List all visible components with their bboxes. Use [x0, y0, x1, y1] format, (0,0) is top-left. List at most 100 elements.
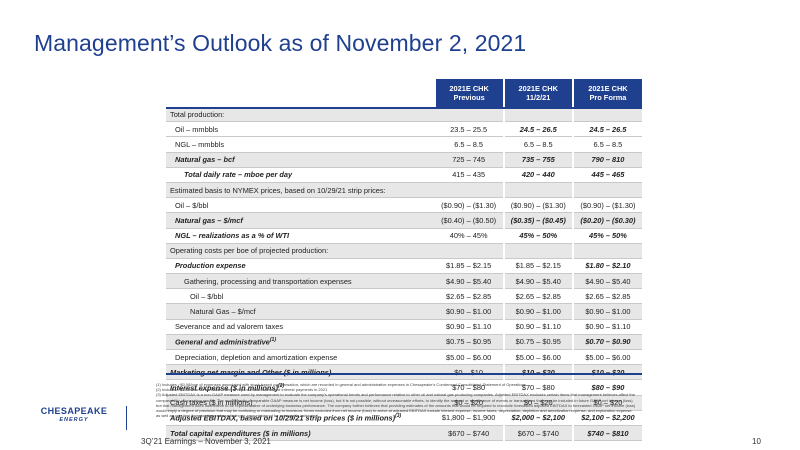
row-label: Total daily rate – mboe per day — [166, 167, 435, 183]
value-cell: ($0.90) – ($1.30) — [502, 197, 573, 214]
value-cell: 6.5 – 8.5 — [502, 136, 573, 153]
row-label: NGL – realizations as a % of WTI — [166, 228, 435, 244]
value-cell: ($0.20) – ($0.30) — [571, 212, 642, 229]
footer-text: 3Q’21 Earnings – November 3, 2021 — [141, 437, 271, 446]
value-cell: $0.90 – $1.00 — [434, 303, 504, 320]
value-cell: 23.5 – 25.5 — [434, 121, 504, 138]
table-row: Oil – $/bbl ($0.90) – ($1.30) ($0.90) – ($… — [166, 197, 642, 214]
row-label-text: NGL – mmbbls — [175, 139, 225, 149]
column-header: 2021E CHK Pro Forma — [571, 79, 642, 107]
value-cell: ($0.90) – ($1.30) — [434, 197, 504, 214]
table-row: Oil – $/bbl $2.65 – $2.85 $2.65 – $2.85 $2.… — [166, 288, 642, 305]
table-row: Cash taxes ($ in millions) $0 – $20 $0 – $… — [166, 395, 642, 411]
top-bar — [0, 0, 800, 4]
value-cell: 24.5 – 26.5 — [502, 121, 573, 138]
row-label-text: General and administrative — [175, 337, 270, 347]
table-row: Marketing net margin and Other ($ in mil… — [166, 364, 642, 381]
value-cell: $2,100 – $2,200 — [571, 410, 642, 426]
value-cell — [571, 107, 642, 123]
table-body: Total production: Oil – mmbbls 23.5 – 25.5… — [166, 107, 642, 442]
row-label-text: Severance and ad valorem taxes — [175, 322, 284, 332]
value-cell: $2,000 – $2,100 — [502, 410, 573, 426]
row-label: Estimated basis to NYMEX prices, based o… — [166, 182, 435, 199]
row-label-text: Natural gas – bcf — [175, 155, 235, 165]
row-label-text: Natural gas – $/mcf — [175, 215, 243, 225]
row-label-text: Operating costs per boe of projected pro… — [170, 246, 329, 256]
value-cell: $2.65 – $2.85 — [571, 288, 642, 305]
table-row: Adjusted EBITDAX, based on 10/29/21 stri… — [166, 410, 642, 426]
row-label-text: Depreciation, depletion and amortization… — [175, 352, 338, 362]
footnote-marker: (3) — [395, 413, 402, 420]
logo-subtitle: ENERGY — [59, 417, 89, 423]
row-label-text: Oil – $/bbl — [190, 291, 224, 301]
value-cell: $0.70 – $0.90 — [571, 334, 642, 351]
value-cell: $5.00 – $6.00 — [502, 349, 573, 366]
row-label-text: Total daily rate – mboe per day — [184, 170, 293, 180]
value-cell: $2.65 – $2.85 — [434, 288, 504, 305]
footnote-marker: (2) — [278, 382, 285, 389]
table-row: Natural gas – $/mcf ($0.40) – ($0.50) ($0.… — [166, 212, 642, 229]
value-cell: $4.90 – $5.40 — [502, 273, 573, 290]
value-cell — [502, 243, 573, 259]
value-cell: $670 – $740 — [502, 425, 573, 442]
table-row: Interest expense ($ in millions)(2) $70 –… — [166, 379, 642, 396]
value-cell: $0.75 – $0.95 — [434, 334, 504, 351]
company-logo: CHESAPEAKE ENERGY — [32, 406, 116, 430]
value-cell: 790 – 810 — [571, 152, 642, 168]
value-cell: $10 – $20 — [502, 364, 573, 381]
row-label-text: Cash taxes ($ in millions) — [170, 398, 253, 408]
column-header: 2021E CHK Previous — [433, 79, 504, 107]
value-cell: 735 – 755 — [502, 152, 573, 168]
value-cell: $0.75 – $0.95 — [502, 334, 573, 351]
logo-wordmark: CHESAPEAKE — [40, 406, 108, 416]
value-cell: $1.85 – $2.15 — [434, 258, 504, 275]
value-cell: $2.65 – $2.85 — [502, 288, 573, 305]
row-label-text: Natural Gas – $/mcf — [190, 307, 256, 317]
value-cell: 45% – 50% — [502, 228, 573, 244]
value-cell: 40% – 45% — [434, 228, 504, 244]
row-label: Production expense — [166, 258, 435, 275]
row-label: Oil – $/bbl — [166, 197, 435, 214]
row-label-text: Interest expense ($ in millions) — [170, 383, 279, 393]
value-cell — [434, 243, 504, 259]
value-cell: $4.90 – $5.40 — [434, 273, 504, 290]
page-title: Management’s Outlook as of November 2, 2… — [34, 30, 527, 56]
table-row: Depreciation, depletion and amortization… — [166, 349, 642, 366]
row-label-text: Oil – $/bbl — [175, 200, 209, 210]
value-cell: 24.5 – 26.5 — [571, 121, 642, 138]
value-cell: $0.90 – $1.10 — [502, 319, 573, 335]
value-cell: 6.5 – 8.5 — [434, 136, 504, 153]
value-cell: $0.90 – $1.10 — [571, 319, 642, 335]
row-label: General and administrative(1) — [166, 334, 435, 351]
footnotes: (1) Includes ~$0.08/boe of expenses asso… — [156, 382, 636, 418]
table-row: Severance and ad valorem taxes $0.90 – $1… — [166, 319, 642, 335]
value-cell: $5.00 – $6.00 — [434, 349, 504, 366]
row-label: Oil – $/bbl — [166, 288, 435, 305]
row-label-text: Total production: — [170, 109, 225, 119]
value-cell: ($0.90) – ($1.30) — [571, 197, 642, 214]
row-label: Marketing net margin and Other ($ in mil… — [166, 364, 435, 381]
row-label-text: Estimated basis to NYMEX prices, based o… — [170, 185, 386, 195]
table-top-rule — [166, 107, 642, 109]
value-cell: $70 – $80 — [502, 379, 573, 396]
table-row: Gathering, processing and transportation… — [166, 273, 642, 290]
outlook-table: 2021E CHK Previous 2021E CHK 11/2/21 2021E… — [166, 79, 642, 442]
row-label: Interest expense ($ in millions)(2) — [166, 379, 435, 396]
footnote: (2) Includes ~$25 million of non-cash in… — [156, 387, 328, 393]
row-label: Severance and ad valorem taxes — [166, 319, 435, 335]
table-bottom-rule — [166, 373, 642, 375]
value-cell: $80 – $90 — [571, 379, 642, 396]
value-cell: $70 – $80 — [434, 379, 504, 396]
value-cell: ($0.40) – ($0.50) — [434, 212, 504, 229]
value-cell: ($0.35) – ($0.45) — [502, 212, 573, 229]
footnote: (1) Includes ~$0.08/boe of expenses asso… — [156, 382, 527, 387]
value-cell: 45% – 50% — [571, 228, 642, 244]
value-cell: $670 – $740 — [434, 425, 504, 442]
value-cell — [571, 182, 642, 199]
table-row: General and administrative(1) $0.75 – $0.… — [166, 334, 642, 351]
row-label-text: Total capital expenditures ($ in million… — [170, 428, 311, 438]
table-header-row: 2021E CHK Previous 2021E CHK 11/2/21 2021E… — [166, 79, 642, 107]
value-cell: 420 – 440 — [502, 167, 573, 183]
row-label: Gathering, processing and transportation… — [166, 273, 435, 290]
value-cell — [434, 107, 504, 123]
